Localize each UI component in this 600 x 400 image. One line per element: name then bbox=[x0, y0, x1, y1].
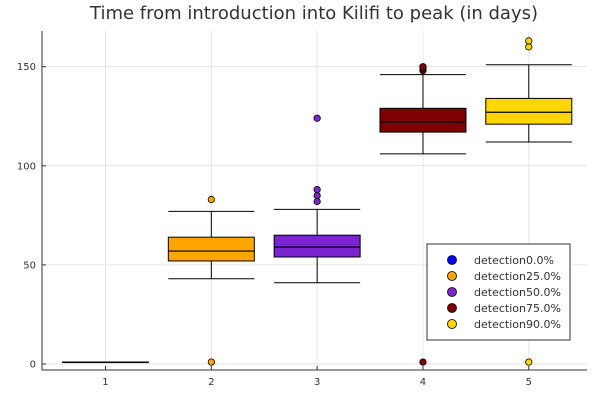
legend-marker bbox=[447, 319, 457, 329]
outlier-point bbox=[207, 358, 215, 366]
outlier-point bbox=[419, 358, 427, 366]
outlier-point bbox=[313, 197, 321, 206]
outlier-point bbox=[313, 191, 321, 200]
box-body bbox=[167, 236, 255, 262]
x-tick-label: 4 bbox=[420, 377, 426, 388]
box-body bbox=[273, 234, 361, 258]
legend-label: detection0.0% bbox=[474, 254, 554, 267]
outlier-point bbox=[525, 37, 533, 45]
box-3 bbox=[273, 114, 361, 284]
legend-label: detection90.0% bbox=[474, 318, 561, 331]
y-tick-label: 50 bbox=[23, 260, 36, 271]
outlier-point bbox=[207, 195, 215, 204]
chart-title: Time from introduction into Kilifi to pe… bbox=[89, 3, 538, 24]
x-tick-label: 5 bbox=[526, 377, 532, 388]
legend-label: detection25.0% bbox=[474, 270, 561, 283]
x-tick-label: 2 bbox=[208, 377, 214, 388]
outlier-point bbox=[525, 358, 533, 366]
boxes bbox=[61, 37, 573, 366]
legend-marker bbox=[447, 271, 457, 281]
legend-label: detection75.0% bbox=[474, 302, 561, 315]
y-tick-label: 0 bbox=[30, 360, 36, 371]
box-body bbox=[379, 107, 467, 133]
box-1 bbox=[61, 361, 149, 364]
outlier-point bbox=[313, 185, 321, 194]
box-5 bbox=[485, 37, 573, 366]
box-body bbox=[485, 97, 573, 125]
legend-marker bbox=[447, 255, 457, 265]
legend-marker bbox=[447, 303, 457, 313]
outlier-point bbox=[313, 114, 321, 122]
x-tick-label: 1 bbox=[102, 377, 108, 388]
grid-lines bbox=[42, 31, 587, 370]
legend-label: detection50.0% bbox=[474, 286, 561, 299]
x-tick-label: 3 bbox=[314, 377, 320, 388]
y-tick-label: 150 bbox=[17, 62, 36, 73]
box-4 bbox=[379, 63, 467, 366]
legend: detection0.0% detection25.0% detection50.0… bbox=[426, 243, 571, 341]
y-tick-label: 100 bbox=[17, 161, 36, 172]
box-2 bbox=[167, 195, 255, 366]
outlier-point bbox=[525, 43, 533, 51]
legend-marker bbox=[447, 287, 457, 297]
outlier-point bbox=[419, 63, 427, 71]
